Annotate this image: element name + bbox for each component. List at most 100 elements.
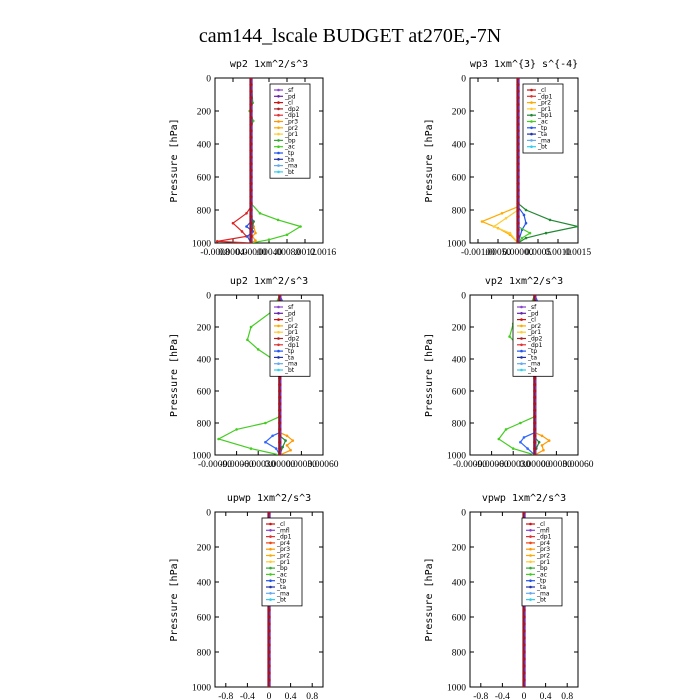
legend-label: _cl: [276, 521, 285, 528]
legend-label: _pr2: [284, 323, 298, 330]
zero-profile-point: [522, 664, 526, 668]
zero-profile-point: [249, 116, 253, 120]
legend-marker: [520, 330, 523, 334]
zero-profile-point: [516, 129, 520, 133]
zero-profile-point: [278, 434, 282, 438]
legend-label: _ma: [536, 590, 550, 597]
x-tick-label: 0.0004-: [218, 248, 247, 258]
zero-profile-point: [533, 395, 537, 399]
zero-profile-point: [267, 636, 271, 640]
legend-box: [522, 83, 564, 154]
y-tick-label: 400: [452, 579, 467, 589]
x-tick-label: 0.0005: [525, 248, 551, 258]
legend-label: _dp1: [536, 534, 552, 541]
y-axis-label: Pressure [hPa]: [424, 333, 435, 417]
x-tick-label: .00050: [485, 248, 511, 258]
legend-label: _bt: [284, 367, 295, 374]
y-tick-label: 800: [452, 207, 467, 217]
legend-label: _ta: [284, 156, 294, 163]
series-point: [511, 447, 515, 450]
x-tick-label: 0.00000: [264, 460, 295, 470]
zero-profile-point: [249, 149, 253, 153]
legend-label: _mfl: [536, 527, 550, 534]
legend-marker: [530, 95, 533, 98]
y-tick-label: 0: [206, 509, 211, 519]
series-point: [231, 221, 235, 225]
zero-profile-point: [516, 122, 520, 126]
series-point: [508, 231, 512, 235]
y-tick-label: 1000: [447, 240, 466, 250]
y-tick-label: 600: [452, 614, 467, 624]
legend-marker: [277, 368, 280, 372]
zero-profile-point: [249, 122, 253, 126]
legend-label: _bt: [537, 144, 548, 151]
zero-profile-point: [278, 415, 282, 419]
x-tick-label: -0.0008: [200, 248, 230, 258]
y-tick-label: 800: [197, 420, 212, 430]
legend-marker: [277, 145, 280, 148]
legend-marker: [277, 95, 280, 98]
zero-profile-point: [533, 447, 537, 451]
legend-label: _pr4: [276, 540, 290, 547]
legend-label: _bp: [536, 565, 548, 572]
zero-profile-point: [522, 622, 526, 626]
series-point: [291, 439, 295, 442]
zero-profile-point: [516, 89, 520, 93]
zero-profile-point: [278, 389, 282, 393]
series-point: [240, 230, 244, 233]
legend-label: _bp: [284, 137, 296, 144]
y-tick-label: 200: [197, 324, 212, 334]
legend-marker: [277, 88, 280, 92]
zero-profile-point: [516, 201, 520, 205]
legend-label: _ta: [536, 584, 546, 591]
zero-profile-point: [278, 395, 282, 399]
series-point: [520, 236, 524, 240]
series-point: [542, 448, 545, 452]
y-tick-label: 400: [197, 141, 212, 151]
x-tick-label: 0.0016: [310, 248, 336, 258]
legend-marker: [269, 592, 272, 595]
zero-profile-point: [516, 228, 520, 232]
zero-profile-point: [516, 109, 520, 113]
y-tick-label: 0: [461, 75, 466, 85]
legend-marker: [520, 312, 523, 315]
legend-marker: [529, 598, 532, 601]
series-point: [274, 447, 278, 450]
legend-marker: [530, 113, 533, 117]
x-tick-label: 0.00000: [519, 460, 550, 470]
series-point: [215, 240, 219, 243]
legend-label: _ma: [276, 590, 290, 597]
legend-marker: [277, 318, 280, 321]
zero-profile-point: [516, 221, 520, 225]
legend-marker: [277, 305, 280, 309]
series-point: [285, 444, 289, 447]
zero-profile-point: [516, 182, 520, 186]
y-axis-label: Pressure [hPa]: [424, 118, 435, 202]
x-tick-label: 0.00060: [308, 460, 339, 470]
zero-profile-point: [516, 215, 520, 219]
legend-label: _ta: [527, 354, 537, 361]
zero-profile-point: [278, 295, 282, 297]
series-point: [519, 440, 522, 444]
zero-profile-point: [522, 678, 526, 682]
legend-marker: [520, 368, 523, 372]
legend-marker: [520, 324, 523, 328]
series-point: [252, 220, 255, 223]
legend-marker: [529, 585, 532, 589]
series-point: [537, 440, 541, 444]
legend-marker: [529, 554, 532, 557]
series-point: [285, 434, 289, 438]
zero-profile-point: [278, 447, 282, 451]
panel-title: upwp 1xm^2/s^3: [227, 493, 311, 504]
zero-profile-point: [249, 208, 253, 212]
zero-profile-point: [249, 135, 253, 139]
legend-marker: [277, 349, 280, 353]
legend-label: _ma: [284, 361, 298, 368]
legend-marker: [530, 107, 533, 111]
legend-marker: [269, 547, 272, 551]
panel-title: wp3 1xm^{3} s^{-4}: [470, 59, 578, 70]
legend-label: _bt: [284, 169, 295, 176]
legend-marker: [530, 145, 533, 148]
y-tick-label: 200: [452, 324, 467, 334]
y-tick-label: 200: [197, 544, 212, 554]
